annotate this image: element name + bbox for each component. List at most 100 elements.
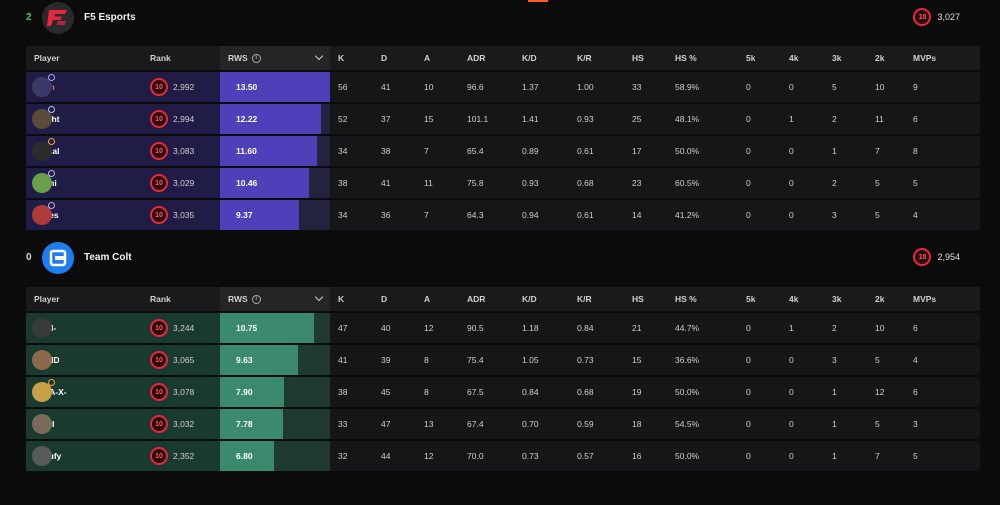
avatar[interactable] [32,379,55,402]
stat-5k: 0 [738,377,781,407]
f5-logo-icon[interactable] [42,2,74,34]
column-header-4k[interactable]: 4k [781,46,824,70]
column-header-deaths[interactable]: D [373,287,416,311]
column-header-assists[interactable]: A [416,287,459,311]
column-header-kills[interactable]: K [330,46,373,70]
stat-5k: 0 [738,72,781,102]
chevron-down-icon[interactable] [314,51,324,61]
player-cell[interactable]: FIEND [26,345,142,375]
column-header-kd[interactable]: K/D [514,287,569,311]
column-header-headshots[interactable]: HS [624,46,667,70]
column-header-rank[interactable]: Rank [142,46,220,70]
player-cell[interactable]: yodA-X- [26,377,142,407]
stat-assists: 8 [416,377,459,407]
stat-kr: 0.68 [569,168,624,198]
column-header-3k[interactable]: 3k [824,287,867,311]
player-cell[interactable]: Laxufy [26,441,142,471]
rws-bar [220,104,322,134]
column-header-kd[interactable]: K/D [514,46,569,70]
stat-mvps: 6 [905,313,980,343]
column-header-player[interactable]: Player [26,46,142,70]
stat-3k: 1 [824,377,867,407]
column-header-rws[interactable]: RWS i [220,287,330,311]
column-header-mvps[interactable]: MVPs [905,46,980,70]
stat-kills: 38 [330,168,373,198]
stat-hs-percent: 48.1% [667,104,738,134]
avatar[interactable] [32,138,55,161]
stat-4k: 1 [781,313,824,343]
avatar[interactable] [32,414,52,434]
column-header-label: HS [632,53,644,63]
stat-3k: 1 [824,441,867,471]
team-average-rank: 10 2,954 [913,248,960,266]
column-header-4k[interactable]: 4k [781,287,824,311]
player-cell[interactable]: Signal [26,136,142,166]
column-header-label: K [338,294,345,304]
rank-value: 3,083 [173,146,195,156]
rws-cell: 7.90 [220,377,330,407]
avatar[interactable] [32,350,52,370]
avatar[interactable] [32,106,55,129]
avatar[interactable] [32,318,52,338]
column-header-label: K/D [522,53,537,63]
player-cell[interactable]: b0nes [26,200,142,230]
player-cell[interactable]: FUGI [26,409,142,439]
avatar[interactable] [32,202,55,225]
team-name[interactable]: F5 Esports [84,12,136,23]
info-icon[interactable]: i [251,295,261,305]
stat-hs-percent: 58.9% [667,72,738,102]
column-header-headshots[interactable]: HS [624,287,667,311]
column-header-label: HS [632,294,644,304]
stat-3k: 3 [824,345,867,375]
column-header-hs-percent[interactable]: HS % [667,46,738,70]
column-header-3k[interactable]: 3k [824,46,867,70]
column-header-kr[interactable]: K/R [569,287,624,311]
stat-assists: 7 [416,136,459,166]
stat-assists: 15 [416,104,459,134]
info-icon[interactable]: i [251,54,261,64]
stat-adr: 96.6 [459,72,514,102]
column-header-adr[interactable]: ADR [459,46,514,70]
column-header-rws[interactable]: RWS i [220,46,330,70]
stat-deaths: 41 [373,168,416,198]
table-row: cmrn102,99213.5056411096.61.371.003358.9… [26,72,980,102]
team-name[interactable]: Team Colt [84,252,132,263]
player-cell[interactable]: kermi [26,168,142,198]
column-header-label: Player [34,53,60,63]
stat-deaths: 39 [373,345,416,375]
avatar[interactable] [32,74,55,97]
column-header-5k[interactable]: 5k [738,46,781,70]
chevron-down-icon[interactable] [314,292,324,302]
player-cell[interactable]: neight [26,104,142,134]
player-cell[interactable]: cmrn [26,72,142,102]
column-header-kills[interactable]: K [330,287,373,311]
avatar[interactable] [32,446,52,466]
column-header-label: Rank [150,294,171,304]
faceit-level-icon: 10 [150,447,168,465]
team-colt-logo-icon[interactable] [42,242,74,274]
stat-mvps: 8 [905,136,980,166]
avatar[interactable] [32,170,55,193]
column-header-rank[interactable]: Rank [142,287,220,311]
status-dot-icon [48,106,55,113]
column-header-mvps[interactable]: MVPs [905,287,980,311]
column-header-kr[interactable]: K/R [569,46,624,70]
column-header-2k[interactable]: 2k [867,287,905,311]
team-score: 2 [26,12,32,23]
stat-kills: 34 [330,136,373,166]
rws-bar [220,377,284,407]
column-header-2k[interactable]: 2k [867,46,905,70]
column-header-player[interactable]: Player [26,287,142,311]
player-cell[interactable]: SGM- [26,313,142,343]
faceit-level-icon: 10 [150,78,168,96]
column-header-5k[interactable]: 5k [738,287,781,311]
stat-3k: 2 [824,168,867,198]
column-header-hs-percent[interactable]: HS % [667,287,738,311]
rank-cell: 10 3,029 [142,168,220,198]
rank-value: 2,352 [173,451,195,461]
column-header-deaths[interactable]: D [373,46,416,70]
stat-kills: 33 [330,409,373,439]
stat-kr: 0.61 [569,200,624,230]
column-header-assists[interactable]: A [416,46,459,70]
column-header-adr[interactable]: ADR [459,287,514,311]
